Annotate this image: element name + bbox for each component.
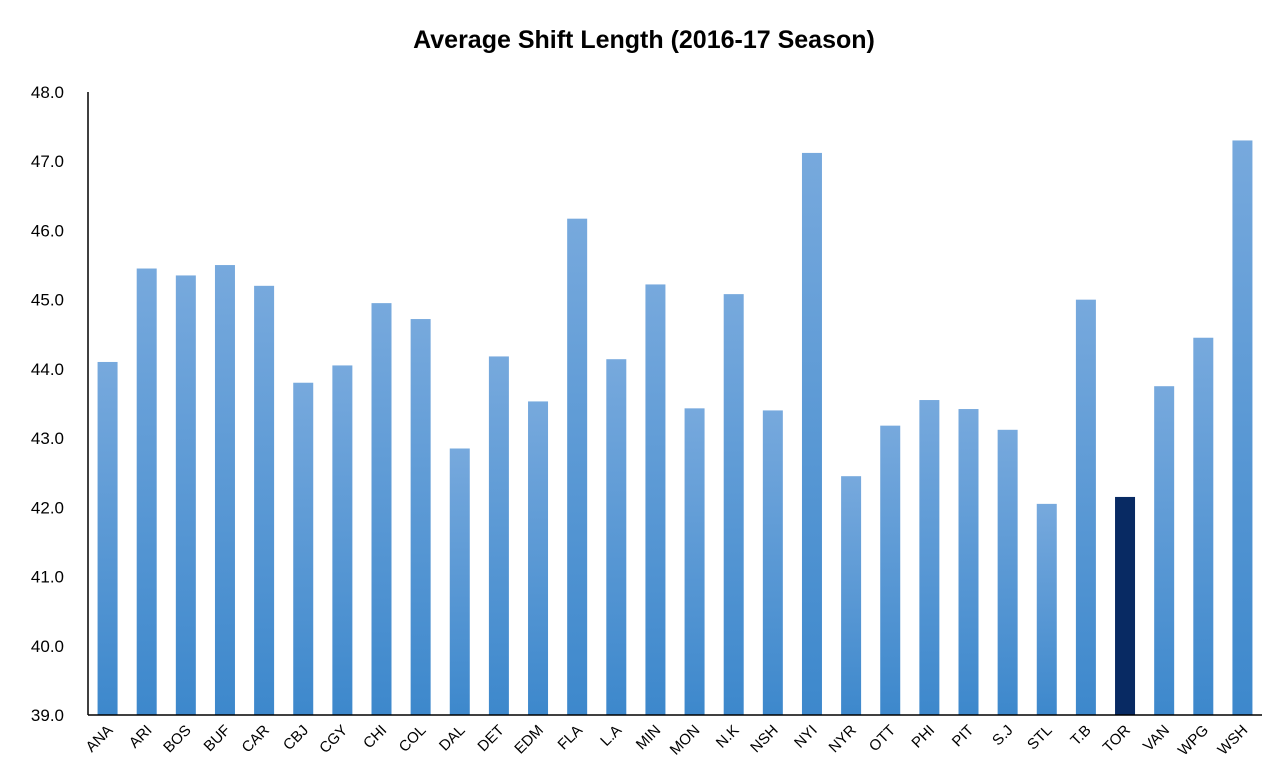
bar-cbj [293,382,314,715]
x-category-label: OTT [866,722,899,755]
bar-wsh [1232,140,1253,715]
x-category-label: WSH [1214,722,1251,759]
bar-car [254,285,275,715]
y-tick-label: 40.0 [31,637,64,656]
x-category-label: S.J [989,722,1016,749]
x-category-label: CGY [316,722,351,757]
x-category-label: BOS [160,722,194,756]
bar-cgy [332,365,353,715]
bar-nyr [841,476,862,715]
bar-wpg [1193,337,1214,715]
bar-nk [723,294,744,715]
x-category-label: DET [474,722,507,755]
y-tick-label: 45.0 [31,291,64,310]
y-axis-ticks: 39.0 40.0 41.0 42.0 43.0 44.0 45.0 46.0 47.0 48.0 [31,83,64,725]
y-tick-label: 43.0 [31,429,64,448]
bar-nsh [762,410,783,715]
bar-edm [528,401,549,715]
x-category-label: EDM [511,722,547,758]
bar-buf [214,265,235,715]
x-category-label: ARI [126,722,156,752]
bars-group [97,140,1253,716]
x-category-label: FLA [555,722,586,753]
bar-min [645,284,666,715]
x-category-label: TOR [1100,722,1134,756]
x-category-label: PIT [949,722,978,751]
y-tick-label: 41.0 [31,568,64,587]
bar-nyi [801,152,822,716]
y-tick-label: 46.0 [31,221,64,240]
bar-ari [136,268,157,715]
bar-la [606,359,627,715]
x-category-label: CHI [360,722,390,752]
x-category-label: NSH [747,722,781,756]
x-category-label: CBJ [280,722,312,754]
x-category-label: COL [396,722,430,756]
x-category-label: L.A [597,722,625,750]
bar-mon [684,408,705,715]
bar-van [1154,386,1175,715]
y-tick-label: 48.0 [31,83,64,102]
x-category-label: PHI [908,722,938,752]
x-category-label: T.B [1067,722,1094,749]
bar-col [410,319,431,715]
x-axis-labels: ANA ARI BOS BUF CAR CBJ CGY CHI COL DAL DET EDM FLA L… [83,722,1252,759]
chart-title: Average Shift Length (2016-17 Season) [413,26,875,54]
bar-ott [880,425,901,715]
x-category-label: MIN [633,722,664,753]
x-category-label: DAL [436,722,469,755]
x-category-label: STL [1024,722,1055,753]
y-tick-label: 47.0 [31,152,64,171]
x-category-label: N.K [713,722,743,752]
x-category-label: BUF [201,722,234,755]
bar-ana [97,361,118,715]
x-category-label: NYI [791,722,821,752]
y-tick-label: 39.0 [31,706,64,725]
bar-stl [1036,503,1057,715]
bar-fla [567,218,588,715]
bar-det [488,356,509,715]
bar-bos [175,275,196,715]
x-category-label: MON [667,722,704,759]
y-tick-label: 42.0 [31,498,64,517]
bar-chi [371,303,392,715]
bar-tor [1115,496,1136,715]
bar-phi [919,400,940,715]
bar-pit [958,409,979,715]
bar-dal [449,448,470,715]
bar-sj [997,429,1018,715]
y-tick-label: 44.0 [31,360,64,379]
x-category-label: VAN [1140,722,1173,755]
x-category-label: ANA [83,722,117,756]
x-category-label: NYR [826,722,861,757]
x-category-label: WPG [1175,722,1212,759]
bar-tb [1075,299,1096,715]
x-category-label: CAR [239,722,274,757]
